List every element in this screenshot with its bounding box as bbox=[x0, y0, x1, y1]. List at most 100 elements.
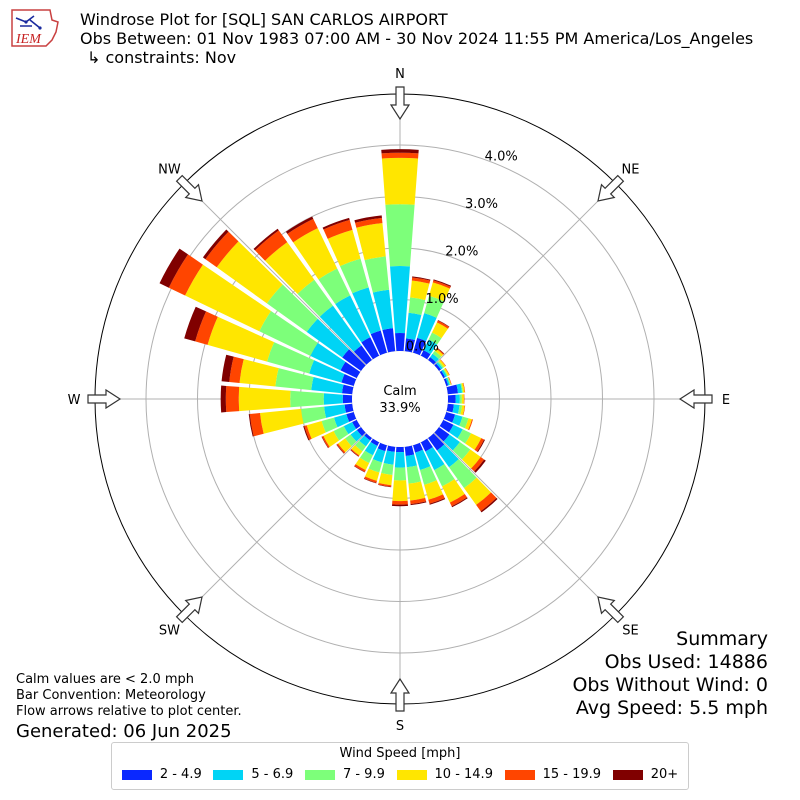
wind-bar-segment bbox=[225, 385, 240, 413]
flow-arrow-icon bbox=[175, 596, 203, 624]
wind-bar-segment bbox=[343, 422, 357, 435]
wind-bar-segment bbox=[434, 427, 450, 442]
wind-bar-segment bbox=[239, 359, 279, 387]
calm-circle bbox=[352, 351, 448, 447]
obs-without-wind: Obs Without Wind: 0 bbox=[572, 674, 768, 696]
generated-date: Generated: 06 Jun 2025 bbox=[16, 721, 232, 742]
grid-spoke bbox=[183, 182, 367, 366]
wind-bar-segment bbox=[457, 404, 463, 415]
wind-bar-segment bbox=[447, 377, 451, 386]
wind-bar-segment bbox=[449, 459, 477, 489]
wind-bar-segment bbox=[355, 457, 370, 471]
wind-bar-segment bbox=[455, 394, 460, 404]
wind-bar-segment bbox=[434, 464, 455, 487]
legend-label: 20+ bbox=[650, 767, 679, 782]
wind-bar-segment bbox=[392, 500, 408, 505]
wind-bar-segment bbox=[460, 405, 465, 416]
flow-arrow-icon bbox=[87, 388, 122, 410]
wind-bar-segment bbox=[306, 318, 350, 358]
wind-bar-segment bbox=[424, 480, 444, 500]
wind-bar-segment bbox=[419, 466, 437, 485]
legend-swatch bbox=[304, 769, 335, 780]
wind-bar-segment bbox=[267, 342, 315, 374]
wind-bar-segment bbox=[456, 383, 463, 394]
wind-bar-segment bbox=[459, 394, 462, 404]
wind-bar-segment bbox=[433, 279, 452, 287]
wind-bar-segment bbox=[350, 430, 362, 442]
wind-bar-segment bbox=[327, 229, 361, 267]
wind-bar-segment bbox=[159, 248, 189, 288]
grid-spoke bbox=[183, 432, 367, 616]
wind-bar-segment bbox=[474, 438, 485, 452]
wind-bar-segment bbox=[356, 223, 386, 261]
wind-bar-segment bbox=[381, 149, 419, 154]
wind-bar-segment bbox=[428, 433, 445, 451]
wind-bar-segment bbox=[352, 419, 361, 429]
wind-bar-segment bbox=[336, 444, 345, 454]
wind-bar-segment bbox=[323, 393, 343, 405]
wind-bar-segment bbox=[333, 414, 350, 428]
legend-label: 15 - 19.9 bbox=[542, 767, 602, 782]
wind-bar-segment bbox=[411, 277, 431, 284]
wind-bar-segment bbox=[457, 429, 472, 444]
wind-bar-segment bbox=[359, 435, 371, 447]
wind-bar-segment bbox=[318, 268, 351, 305]
summary: Summary Obs Used: 14886 Obs Without Wind… bbox=[572, 628, 768, 720]
legend-title: Wind Speed [mph] bbox=[339, 746, 461, 761]
wind-bar-segment bbox=[464, 418, 472, 430]
wind-bar-segment bbox=[185, 264, 272, 332]
wind-bar-segment bbox=[207, 316, 275, 362]
flow-arrow-icon bbox=[175, 174, 203, 202]
wind-bar-segment bbox=[436, 362, 443, 370]
wind-bar-segment bbox=[436, 320, 450, 329]
wind-bar-segment bbox=[216, 241, 283, 304]
flow-arrow-icon bbox=[597, 596, 625, 624]
wind-bar-segment bbox=[341, 373, 357, 387]
wind-bar-segment bbox=[448, 376, 452, 385]
wind-bar-segment bbox=[321, 417, 338, 433]
wind-bar-segment bbox=[372, 448, 386, 463]
wind-bar-segment bbox=[428, 357, 437, 365]
wind-bar-segment bbox=[429, 282, 450, 302]
flow-arrows-note: Flow arrows relative to plot center. bbox=[16, 704, 242, 719]
wind-bar-segment bbox=[355, 217, 383, 228]
wind-bar-segment bbox=[361, 337, 380, 360]
wind-bar-segment bbox=[429, 498, 446, 505]
wind-bar-segment bbox=[438, 359, 446, 368]
title-block: Windrose Plot for [SQL] SAN CARLOS AIRPO… bbox=[80, 10, 753, 67]
wind-bar-segment bbox=[342, 349, 366, 371]
direction-label: S bbox=[396, 719, 404, 734]
wind-bar-segment bbox=[275, 368, 314, 391]
wind-bar-segment bbox=[449, 424, 463, 439]
wind-bar-segment bbox=[445, 367, 450, 376]
wind-bar-segment bbox=[168, 254, 203, 296]
wind-bar-segment bbox=[446, 384, 459, 395]
wind-bar-segment bbox=[446, 403, 454, 413]
wind-bar-segment bbox=[462, 382, 466, 393]
wind-bar-segment bbox=[442, 479, 465, 503]
flow-arrow-icon bbox=[389, 86, 411, 121]
wind-bar-segment bbox=[423, 339, 438, 355]
wind-bar-segment bbox=[378, 482, 392, 487]
wind-bar-segment bbox=[443, 411, 456, 423]
wind-bar-segment bbox=[443, 369, 448, 377]
wind-bar-segment bbox=[459, 416, 469, 429]
direction-label: NW bbox=[158, 162, 181, 177]
wind-bar-segment bbox=[410, 497, 427, 505]
wind-bar-segment bbox=[297, 279, 333, 317]
wind-bar-segment bbox=[346, 411, 357, 422]
wind-bar-segment bbox=[377, 442, 388, 452]
wind-bar-segment bbox=[434, 363, 442, 371]
wind-bar-segment bbox=[290, 390, 324, 408]
wind-bar-segment bbox=[451, 497, 468, 508]
wind-bar-segment bbox=[238, 386, 291, 412]
wind-bar-segment bbox=[338, 438, 352, 453]
wind-bar-segment bbox=[342, 394, 353, 404]
wind-bar-segment bbox=[381, 152, 419, 159]
wind-bar-segment bbox=[480, 497, 498, 513]
wind-bar-segment bbox=[350, 449, 359, 457]
direction-label: N bbox=[395, 67, 405, 82]
direction-label: SW bbox=[159, 624, 180, 639]
wind-bar-segment bbox=[439, 370, 446, 379]
wind-bar-segment bbox=[436, 347, 445, 354]
